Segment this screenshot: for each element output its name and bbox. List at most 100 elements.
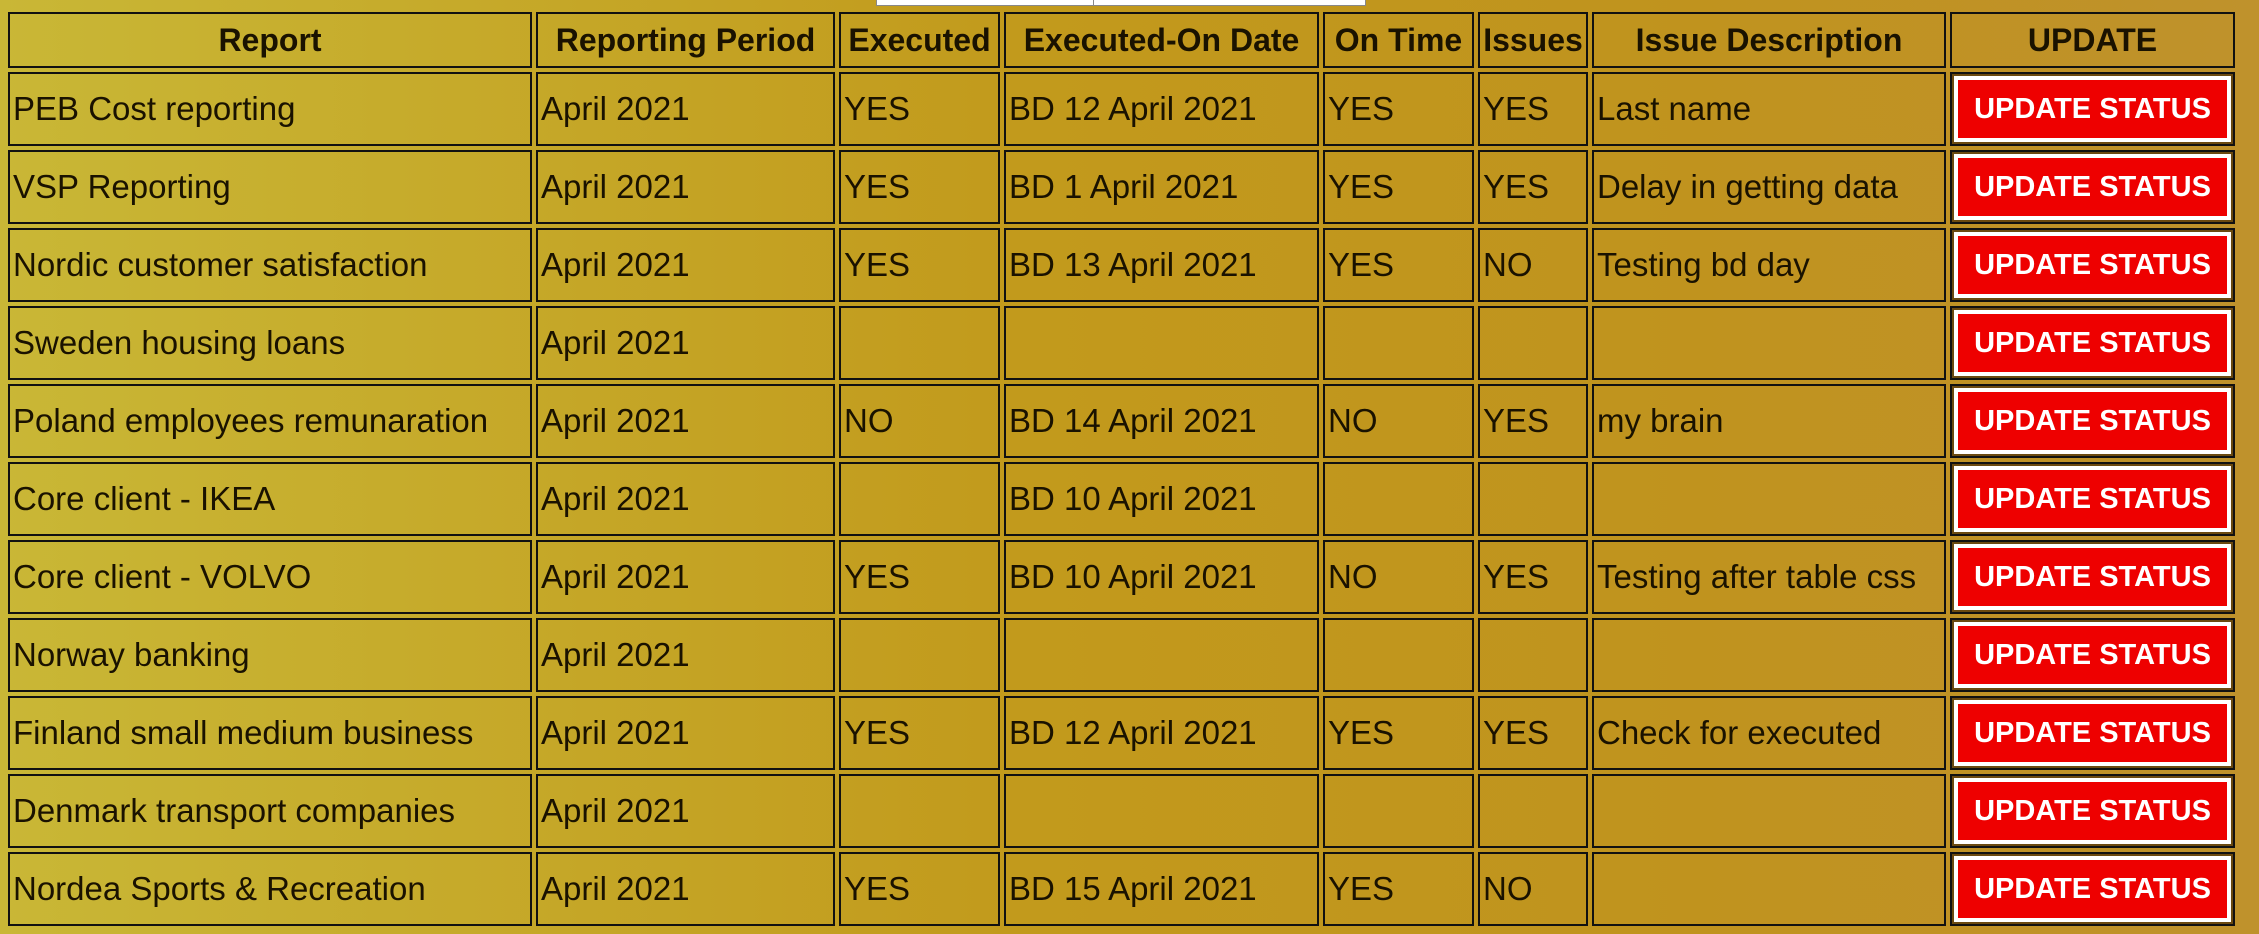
table-cell: April 2021 (536, 462, 835, 536)
table-cell: YES (839, 72, 1000, 146)
update-status-button[interactable]: UPDATE STATUS (1952, 152, 2233, 222)
table-cell: YES (839, 540, 1000, 614)
table-row: Core client - VOLVO April 2021 YES BD 10 Ap… (8, 540, 2235, 614)
update-status-button[interactable]: UPDATE STATUS (1952, 542, 2233, 612)
table-cell (1592, 618, 1946, 692)
table-cell: Denmark transport companies (8, 774, 532, 848)
table-cell: Testing after table css (1592, 540, 1946, 614)
table-cell (1004, 618, 1319, 692)
column-header: Executed (839, 12, 1000, 68)
table-cell: Poland employees remunaration (8, 384, 532, 458)
table-cell (1323, 618, 1474, 692)
table-cell: Check for executed (1592, 696, 1946, 770)
table-cell: Core client - IKEA (8, 462, 532, 536)
table-cell: YES (1478, 540, 1588, 614)
table-cell: YES (839, 228, 1000, 302)
table-cell (1323, 774, 1474, 848)
table-cell: VSP Reporting (8, 150, 532, 224)
table-cell: YES (1478, 696, 1588, 770)
table-cell: Testing bd day (1592, 228, 1946, 302)
table-cell (1478, 618, 1588, 692)
table-row: Nordea Sports & Recreation April 2021 YES B… (8, 852, 2235, 926)
update-status-button[interactable]: UPDATE STATUS (1952, 308, 2233, 378)
table-cell: April 2021 (536, 384, 835, 458)
update-cell: UPDATE STATUS (1950, 852, 2235, 926)
update-status-button[interactable]: UPDATE STATUS (1952, 230, 2233, 300)
table-cell (839, 462, 1000, 536)
table-cell: Delay in getting data (1592, 150, 1946, 224)
table-cell (1004, 774, 1319, 848)
update-cell: UPDATE STATUS (1950, 150, 2235, 224)
table-cell: YES (1323, 228, 1474, 302)
table-cell: Last name (1592, 72, 1946, 146)
table-cell (1592, 462, 1946, 536)
table-cell: YES (1323, 72, 1474, 146)
table-cell: BD 10 April 2021 (1004, 540, 1319, 614)
update-cell: UPDATE STATUS (1950, 540, 2235, 614)
top-widget (876, 0, 1366, 6)
table-cell: April 2021 (536, 852, 835, 926)
table-cell: NO (1478, 852, 1588, 926)
table-cell: BD 13 April 2021 (1004, 228, 1319, 302)
table-row: Nordic customer satisfaction April 2021 YE… (8, 228, 2235, 302)
table-row: Finland small medium business April 2021 Y… (8, 696, 2235, 770)
update-cell: UPDATE STATUS (1950, 72, 2235, 146)
update-status-button[interactable]: UPDATE STATUS (1952, 776, 2233, 846)
update-status-button[interactable]: UPDATE STATUS (1952, 464, 2233, 534)
table-cell: YES (1478, 72, 1588, 146)
update-status-button[interactable]: UPDATE STATUS (1952, 698, 2233, 768)
table-cell (839, 774, 1000, 848)
table-cell: BD 15 April 2021 (1004, 852, 1319, 926)
update-cell: UPDATE STATUS (1950, 228, 2235, 302)
table-cell: April 2021 (536, 228, 835, 302)
table-cell: Core client - VOLVO (8, 540, 532, 614)
update-cell: UPDATE STATUS (1950, 696, 2235, 770)
table-cell: NO (1323, 540, 1474, 614)
table-cell: April 2021 (536, 306, 835, 380)
update-status-button[interactable]: UPDATE STATUS (1952, 854, 2233, 924)
table-row: Core client - IKEA April 2021 BD 10 April … (8, 462, 2235, 536)
table-cell (1592, 774, 1946, 848)
table-cell: NO (1478, 228, 1588, 302)
table-row: PEB Cost reporting April 2021 YES BD 12 Apr… (8, 72, 2235, 146)
table-cell: BD 10 April 2021 (1004, 462, 1319, 536)
table-cell: YES (1478, 384, 1588, 458)
table-cell (1478, 462, 1588, 536)
update-cell: UPDATE STATUS (1950, 384, 2235, 458)
table-cell (1478, 306, 1588, 380)
table-body: PEB Cost reporting April 2021 YES BD 12 Apr… (8, 72, 2235, 926)
table-cell: April 2021 (536, 774, 835, 848)
update-cell: UPDATE STATUS (1950, 618, 2235, 692)
table-cell: YES (839, 150, 1000, 224)
table-cell: BD 1 April 2021 (1004, 150, 1319, 224)
table-cell (839, 306, 1000, 380)
table-cell: BD 12 April 2021 (1004, 696, 1319, 770)
table-cell: YES (839, 852, 1000, 926)
update-status-button[interactable]: UPDATE STATUS (1952, 620, 2233, 690)
table-cell (1592, 852, 1946, 926)
column-header: On Time (1323, 12, 1474, 68)
table-cell: April 2021 (536, 150, 835, 224)
update-status-button[interactable]: UPDATE STATUS (1952, 386, 2233, 456)
table-cell: Nordic customer satisfaction (8, 228, 532, 302)
update-cell: UPDATE STATUS (1950, 774, 2235, 848)
table-cell: Sweden housing loans (8, 306, 532, 380)
report-table: Report Reporting Period Executed Executed-O… (4, 8, 2239, 930)
table-cell: BD 12 April 2021 (1004, 72, 1319, 146)
table-cell (839, 618, 1000, 692)
column-header: Issue Description (1592, 12, 1946, 68)
table-cell: YES (839, 696, 1000, 770)
table-row: Denmark transport companies April 2021 UPD… (8, 774, 2235, 848)
table-row: Sweden housing loans April 2021 UPDATE STA… (8, 306, 2235, 380)
table-cell: BD 14 April 2021 (1004, 384, 1319, 458)
update-status-button[interactable]: UPDATE STATUS (1952, 74, 2233, 144)
table-cell: Norway banking (8, 618, 532, 692)
table-cell: April 2021 (536, 618, 835, 692)
table-cell: NO (1323, 384, 1474, 458)
table-cell: Finland small medium business (8, 696, 532, 770)
table-row: Norway banking April 2021 UPDATE STATUS (8, 618, 2235, 692)
table-cell (1592, 306, 1946, 380)
update-cell: UPDATE STATUS (1950, 306, 2235, 380)
table-cell: PEB Cost reporting (8, 72, 532, 146)
